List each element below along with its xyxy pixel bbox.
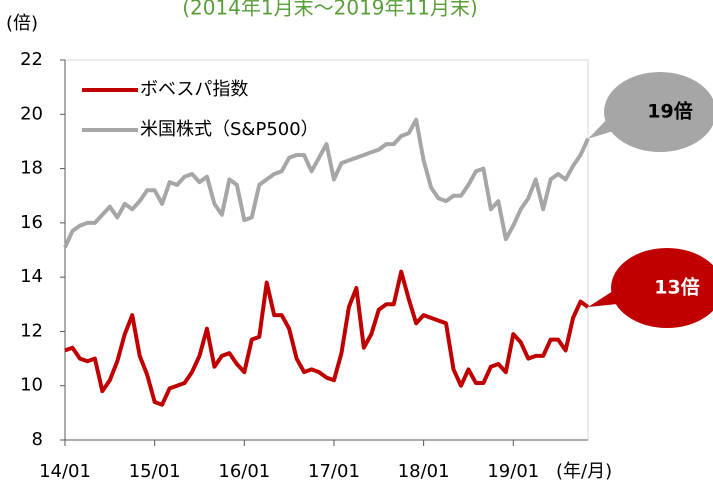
plot-area: [64, 59, 589, 441]
x-axis-label: (年/月): [556, 461, 612, 482]
legend-label: 米国株式（S&P500）: [140, 119, 319, 140]
chart-title: (2014年1月末～2019年11月末): [182, 0, 478, 20]
callout-bubble: [604, 72, 713, 152]
x-tick-label: 15/01: [129, 461, 181, 482]
x-tick-label: 17/01: [308, 461, 360, 482]
y-axis-label: (倍): [6, 13, 38, 34]
callout-bubble: [611, 248, 713, 328]
x-tick-label: 18/01: [398, 461, 450, 482]
y-tick-label: 20: [20, 103, 43, 124]
legend-label: ボベスパ指数: [140, 79, 248, 100]
y-tick-label: 10: [20, 375, 43, 396]
callout-label: 19倍: [647, 100, 692, 123]
series-line: [63, 117, 590, 249]
x-tick-label: 14/01: [39, 461, 91, 482]
y-tick-label: 8: [32, 429, 43, 450]
series-line: [64, 269, 590, 407]
callout-label: 13倍: [654, 276, 699, 299]
x-tick-label: 16/01: [218, 461, 270, 482]
y-tick-label: 18: [20, 158, 43, 179]
x-tick-label: 19/01: [487, 461, 539, 482]
y-tick-label: 16: [20, 212, 43, 233]
y-tick-label: 22: [20, 49, 43, 70]
y-tick-label: 12: [20, 320, 43, 341]
y-tick-label: 14: [20, 266, 43, 287]
